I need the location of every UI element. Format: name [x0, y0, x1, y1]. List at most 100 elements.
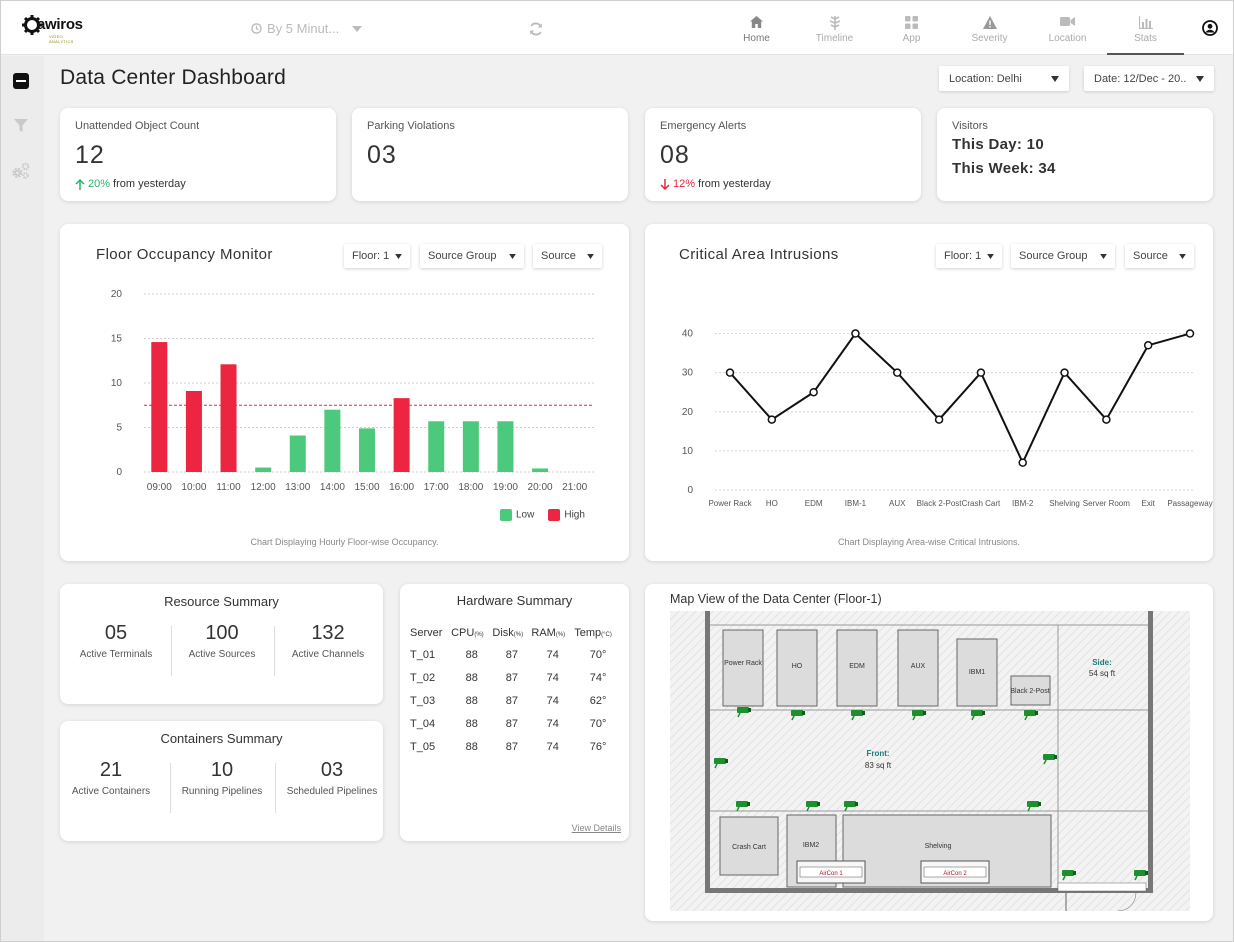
map-rack[interactable]: IBM1 — [956, 638, 998, 707]
refresh-button[interactable] — [528, 21, 544, 42]
stat-value: 05 — [104, 622, 128, 644]
map-rack[interactable]: Power Rack — [722, 629, 764, 707]
floor-dropdown[interactable]: Floor: 1 — [344, 244, 410, 268]
caret-down-icon — [395, 253, 402, 259]
nav-location[interactable]: Location — [1029, 1, 1106, 55]
map-rack[interactable]: Black 2-Post — [1010, 675, 1051, 706]
page-title: Data Center Dashboard — [60, 66, 286, 89]
nav-stats[interactable]: Stats — [1107, 1, 1184, 55]
data-point — [851, 329, 860, 338]
nav-label: Location — [1048, 33, 1087, 44]
x-tick-label: 09:00 — [147, 482, 172, 493]
x-tick-label: AUX — [889, 499, 906, 508]
table-row[interactable]: T_03 88 87 74 62° — [410, 689, 622, 712]
x-tick-label: 15:00 — [354, 482, 379, 493]
kpi-card-unattended[interactable]: Unattended Object Count 12 20% from yest… — [60, 108, 336, 201]
source-dropdown[interactable]: Source — [1125, 244, 1194, 268]
x-tick-label: HO — [766, 499, 778, 508]
location-dropdown[interactable]: Location: Delhi — [939, 66, 1069, 91]
kpi-card-parking[interactable]: Parking Violations 03 — [352, 108, 628, 201]
bar — [462, 421, 479, 472]
stat-active-sources: 100 Active Sources — [172, 622, 272, 661]
awiros-logo[interactable]: awiros VIDEO ANALYTICS — [21, 14, 83, 44]
x-tick-label: Server Room — [1083, 499, 1130, 508]
aircon-unit[interactable]: AirCon 1 — [796, 860, 866, 884]
kpi-delta-percent: 12% — [673, 178, 696, 190]
data-point — [725, 368, 735, 377]
map-rack[interactable]: AUX — [897, 629, 939, 707]
floor-dropdown[interactable]: Floor: 1 — [936, 244, 1002, 268]
map-view-card: Map View of the Data Center (Floor-1) — [645, 584, 1213, 921]
stat-value: 03 — [320, 759, 344, 781]
y-tick-label: 30 — [682, 368, 694, 379]
collapse-button[interactable] — [11, 71, 31, 91]
front-zone-label: Front: — [866, 749, 889, 758]
filter-button[interactable] — [11, 116, 31, 136]
data-point — [934, 415, 944, 424]
map-rack[interactable]: Crash Cart — [719, 816, 779, 876]
x-tick-label: Exit — [1142, 499, 1156, 508]
stat-label: Active Containers — [71, 786, 151, 797]
kpi-delta-text: from yesterday — [113, 178, 186, 190]
caret-down-icon — [1100, 253, 1107, 259]
x-tick-label: 14:00 — [320, 482, 345, 493]
dropdown-label: Source Group — [428, 250, 497, 262]
stat-value: 100 — [205, 622, 239, 644]
svg-text:AirCon 2: AirCon 2 — [943, 871, 967, 877]
table-cell: 88 — [465, 671, 478, 684]
settings-button[interactable] — [11, 161, 31, 181]
nav-label: Severity — [971, 33, 1008, 44]
stat-value: 10 — [210, 759, 234, 781]
nav-app[interactable]: App — [873, 1, 950, 55]
bar — [428, 421, 445, 472]
table-cell: 74 — [546, 740, 559, 753]
table-cell: 62° — [589, 694, 607, 707]
x-tick-label: 21:00 — [562, 482, 587, 493]
table-cell: 88 — [465, 740, 478, 753]
source-group-dropdown[interactable]: Source Group — [420, 244, 524, 268]
table-cell: 74° — [589, 671, 607, 684]
svg-text:AirCon 1: AirCon 1 — [819, 871, 843, 877]
table-row[interactable]: T_04 88 87 74 70° — [410, 712, 622, 735]
table-cell: 87 — [505, 648, 519, 661]
kpi-card-visitors[interactable]: Visitors This Day: 10 This Week: 34 — [937, 108, 1213, 201]
floor-map[interactable]: Power Rack HO EDM AUX IBM1 Black 2-Post … — [670, 611, 1190, 911]
caret-down-icon — [587, 253, 594, 259]
nav-severity[interactable]: Severity — [951, 1, 1028, 55]
kpi-label: Unattended Object Count — [75, 120, 200, 132]
table-row[interactable]: T_02 88 87 74 74° — [410, 666, 622, 689]
bar — [289, 435, 306, 472]
nav-timeline[interactable]: Timeline — [796, 1, 873, 55]
location-dropdown-label: Location: Delhi — [949, 72, 1022, 85]
column-header: Server — [410, 627, 443, 639]
intrusions-line-chart: 0 10 20 30 40 Power Rack HO EDM IBM-1 AUX Black 2-… — [682, 329, 1213, 508]
containers-summary-card: Containers Summary 21 Active Containers … — [60, 721, 383, 841]
aircon-unit[interactable]: AirCon 2 — [920, 860, 990, 884]
x-tick-label: Black 2-Post — [917, 499, 963, 508]
map-rack[interactable]: HO — [776, 629, 818, 707]
nav-home[interactable]: Home — [718, 1, 795, 55]
x-tick-label: 10:00 — [181, 482, 206, 493]
data-point — [1102, 415, 1111, 424]
video-camera-icon — [1060, 17, 1075, 26]
map-rack[interactable]: EDM — [836, 629, 878, 707]
view-details-link[interactable]: View Details — [571, 823, 621, 833]
bar — [393, 398, 410, 472]
gears-icon — [12, 162, 30, 179]
date-dropdown[interactable]: Date: 12/Dec - 20.. — [1084, 66, 1214, 91]
caret-down-icon — [1051, 75, 1059, 82]
kpi-card-emergency[interactable]: Emergency Alerts 08 12% from yesterday — [645, 108, 921, 201]
bar — [255, 467, 272, 472]
bar — [151, 342, 168, 472]
table-cell: 87 — [505, 694, 519, 707]
table-row[interactable]: T_05 88 87 74 76° — [410, 735, 622, 758]
minus-square-icon — [13, 73, 29, 89]
interval-dropdown[interactable]: By 5 Minut... — [251, 21, 363, 36]
source-dropdown[interactable]: Source — [533, 244, 602, 268]
source-group-dropdown[interactable]: Source Group — [1011, 244, 1115, 268]
user-profile-button[interactable] — [1202, 20, 1218, 41]
x-tick-label: IBM-2 — [1012, 499, 1034, 508]
table-row[interactable]: T_01 88 87 74 70° — [410, 643, 622, 666]
table-cell: 76° — [589, 740, 607, 753]
bar — [185, 391, 202, 472]
